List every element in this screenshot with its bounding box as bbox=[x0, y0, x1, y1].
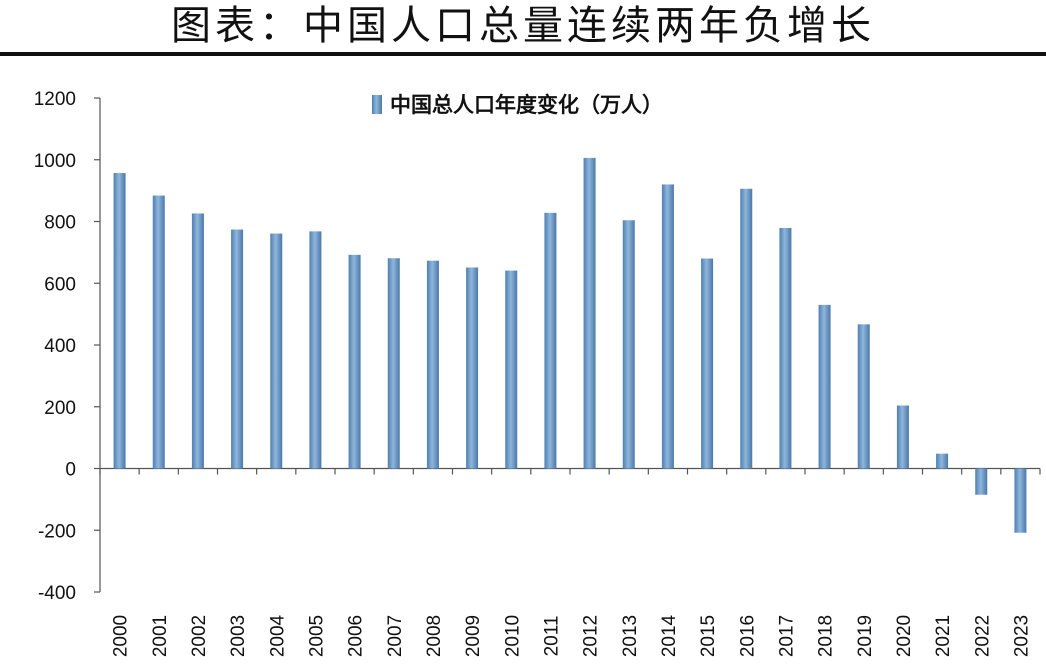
bar-2000 bbox=[113, 173, 126, 469]
y-tick-label: -200 bbox=[38, 521, 76, 542]
bar-2015 bbox=[701, 258, 714, 469]
x-tick-label: 2020 bbox=[894, 615, 915, 657]
bar-2006 bbox=[348, 254, 361, 469]
bar-2011 bbox=[544, 212, 557, 469]
x-tick-label: 2000 bbox=[111, 615, 132, 657]
x-tick-label: 2013 bbox=[620, 615, 641, 657]
bar-2004 bbox=[270, 233, 283, 469]
y-tick-label: 400 bbox=[44, 336, 76, 357]
bar-2018 bbox=[818, 304, 831, 469]
bar-2012 bbox=[583, 157, 596, 469]
x-tick-label: 2009 bbox=[463, 615, 484, 657]
x-tick-label: 2014 bbox=[659, 614, 680, 657]
y-tick-label: 600 bbox=[44, 274, 76, 295]
x-tick-label: 2012 bbox=[581, 615, 602, 657]
title-divider bbox=[0, 52, 1046, 56]
legend: 中国总人口年度变化（万人） bbox=[372, 93, 663, 117]
x-tick-label: 2003 bbox=[228, 615, 249, 657]
x-tick-label: 2017 bbox=[776, 615, 797, 657]
x-tick-label: 2015 bbox=[698, 615, 719, 657]
x-tick-label: 2007 bbox=[385, 615, 406, 657]
bar-2021 bbox=[936, 453, 949, 469]
x-tick-label: 2023 bbox=[1011, 615, 1032, 657]
y-tick-label: 1200 bbox=[34, 89, 76, 110]
y-axis: -400 -200 0 200 400 600 800 1000 1200 bbox=[34, 89, 101, 604]
x-tick-label: 2011 bbox=[541, 616, 562, 657]
bar-2014 bbox=[661, 184, 674, 469]
bar-2002 bbox=[191, 213, 204, 469]
y-tick-label: -400 bbox=[38, 583, 76, 604]
x-tick-label: 2008 bbox=[424, 615, 445, 657]
bar-2001 bbox=[152, 195, 165, 469]
bar-2008 bbox=[426, 260, 439, 469]
legend-label: 中国总人口年度变化（万人） bbox=[390, 93, 663, 117]
x-tick-label: 2019 bbox=[855, 615, 876, 657]
x-tick-label: 2002 bbox=[189, 615, 210, 657]
x-tick-label: 2001 bbox=[150, 615, 171, 657]
x-tick-label: 2021 bbox=[933, 615, 954, 657]
page-title: 图表：中国人口总量连续两年负增长 bbox=[171, 3, 875, 49]
x-tick-label: 2016 bbox=[737, 615, 758, 657]
bar-series bbox=[113, 157, 1027, 533]
bar-2022 bbox=[975, 468, 988, 495]
bar-2013 bbox=[622, 220, 635, 469]
bar-2016 bbox=[740, 188, 753, 469]
bar-2020 bbox=[896, 405, 909, 469]
bar-2003 bbox=[231, 229, 244, 469]
bar-2009 bbox=[466, 267, 479, 469]
x-tick-label: 2022 bbox=[972, 615, 993, 657]
y-tick-label: 800 bbox=[44, 213, 76, 234]
x-tick-label: 2004 bbox=[267, 614, 288, 657]
bar-2007 bbox=[387, 258, 400, 469]
y-tick-label: 1000 bbox=[34, 151, 76, 172]
bar-2023 bbox=[1014, 468, 1027, 533]
x-axis: 2000 2001 2002 2003 2004 2005 2006 2007 2008 2009… bbox=[99, 467, 1041, 657]
bar-2005 bbox=[309, 231, 322, 469]
bar-2010 bbox=[505, 270, 518, 469]
x-tick-label: 2006 bbox=[346, 615, 367, 657]
y-tick-label: 200 bbox=[44, 398, 76, 419]
bar-2017 bbox=[779, 227, 792, 469]
y-tick-label: 0 bbox=[65, 460, 76, 481]
legend-swatch bbox=[372, 95, 382, 114]
x-tick-label: 2018 bbox=[816, 615, 837, 657]
x-tick-label: 2005 bbox=[306, 615, 327, 657]
x-tick-label: 2010 bbox=[502, 615, 523, 657]
bar-2019 bbox=[857, 324, 870, 469]
